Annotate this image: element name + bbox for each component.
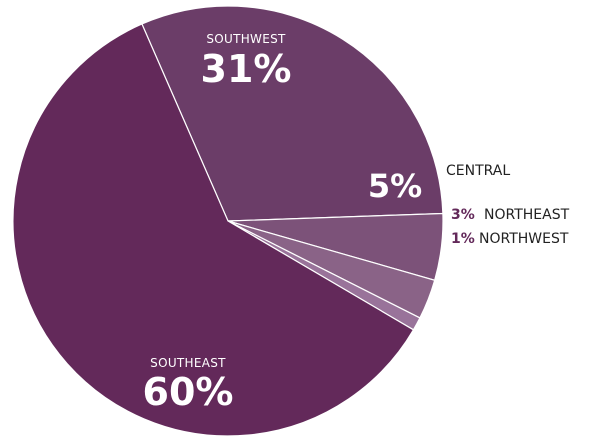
pie-slice-southwest [141,5,444,222]
central-label: CENTRAL [446,163,510,179]
pie-slices [12,5,444,437]
northwest-value: 1% [451,231,475,247]
southeast-label: SOUTHEAST [150,356,226,370]
central-value: 5% [368,167,422,205]
southwest-label: SOUTHWEST [206,32,286,46]
northeast-label: NORTHEAST [484,207,570,223]
northwest-label: NORTHWEST [479,231,569,247]
southeast-value: 60% [143,370,234,414]
pie-slice-southeast [12,23,415,437]
southwest-value: 31% [201,47,292,91]
northeast-value: 3% [451,207,475,223]
